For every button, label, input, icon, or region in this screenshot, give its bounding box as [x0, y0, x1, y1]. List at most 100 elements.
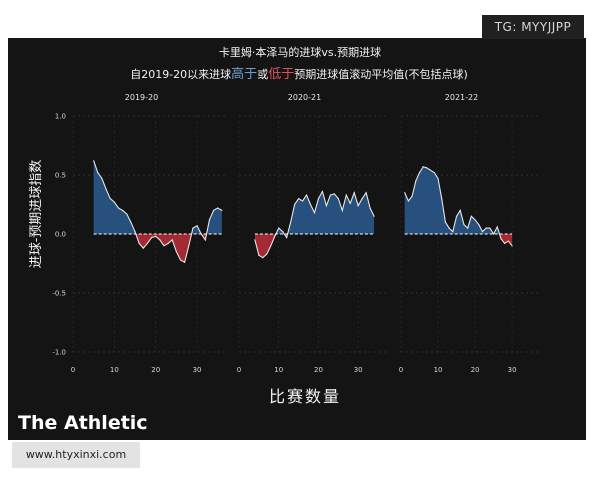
data-point: [455, 215, 458, 217]
data-point: [418, 172, 421, 174]
data-point: [262, 257, 264, 259]
data-point: [511, 245, 513, 247]
data-point: [422, 166, 424, 168]
data-point: [200, 233, 202, 235]
data-point: [155, 235, 157, 237]
panel-title: 2019-20: [125, 93, 158, 102]
area-above-expected: [287, 191, 375, 234]
data-point: [470, 215, 472, 217]
data-point: [474, 219, 476, 221]
data-point: [305, 194, 308, 196]
data-point: [313, 212, 316, 214]
data-point: [467, 227, 469, 229]
x-tick-label: 0: [399, 366, 403, 374]
panel-title: 2020-21: [288, 93, 321, 102]
x-tick-label: 0: [237, 366, 241, 374]
area-above-expected: [275, 228, 285, 234]
x-tick-label: 10: [274, 366, 283, 374]
data-point: [437, 177, 439, 180]
x-tick-label: 20: [471, 366, 480, 374]
data-point: [411, 195, 413, 197]
data-point: [184, 261, 186, 263]
data-point: [134, 231, 136, 233]
x-tick-label: 20: [314, 366, 323, 374]
data-point: [122, 209, 124, 211]
data-point: [353, 192, 355, 194]
data-point: [345, 194, 347, 196]
data-point: [365, 192, 367, 194]
data-point: [349, 202, 351, 204]
data-point: [415, 180, 417, 182]
data-point: [463, 223, 465, 226]
data-point: [444, 221, 447, 223]
data-point: [357, 205, 359, 207]
data-point: [146, 242, 149, 245]
x-tick-label: 30: [193, 366, 202, 374]
x-axis-label: 比赛数量: [269, 387, 341, 406]
panel-title: 2021-22: [445, 93, 478, 102]
x-tick-label: 30: [508, 366, 517, 374]
subtitle-or: 或: [257, 68, 268, 81]
data-point: [175, 251, 177, 253]
data-point: [105, 188, 107, 190]
data-point: [159, 239, 161, 241]
subtitle-lead: 自2019-20以来进球: [130, 67, 231, 81]
data-point: [504, 242, 506, 245]
data-point: [294, 203, 296, 206]
area-above-expected: [404, 166, 500, 234]
data-point: [150, 236, 153, 239]
data-point: [496, 226, 498, 228]
panel-2021-22: 2021-22 0 10 20 30: [399, 93, 538, 374]
data-point: [97, 172, 99, 174]
plot-area: 1.0 0.5 0.0 -0.5 -1.0 2019-20 0 10 20 30 2020-21 0 1…: [52, 93, 538, 374]
brand-logo: The Athletic: [18, 412, 148, 434]
data-point: [274, 235, 276, 237]
y-tick-label: -0.5: [52, 290, 66, 298]
data-point: [192, 227, 194, 229]
data-point: [167, 242, 169, 245]
subtitle-above: 高于: [231, 66, 257, 82]
data-point: [448, 227, 450, 229]
data-point: [329, 194, 331, 196]
data-point: [113, 201, 115, 203]
data-point: [258, 254, 260, 256]
x-tick-label: 10: [434, 366, 443, 374]
data-point: [426, 167, 428, 169]
data-point: [208, 219, 211, 221]
subtitle-tail: 预期进球值滚动平均值(不包括点球): [294, 67, 468, 81]
data-point: [130, 221, 132, 223]
data-point: [373, 215, 375, 217]
data-point: [163, 245, 165, 247]
area-below-expected: [499, 234, 513, 246]
data-point: [404, 192, 406, 194]
data-point: [138, 242, 140, 245]
data-point: [361, 198, 363, 200]
data-point: [188, 245, 190, 247]
data-point: [212, 209, 215, 211]
x-tick-label: 10: [110, 366, 119, 374]
site-watermark[interactable]: www.htyxinxi.com: [12, 442, 140, 468]
data-point: [204, 239, 206, 241]
y-tick-label: -1.0: [52, 349, 66, 357]
series-line: [404, 166, 513, 247]
series-line: [93, 160, 223, 264]
data-point: [452, 231, 454, 233]
data-point: [321, 190, 324, 193]
x-tick-label: 0: [71, 366, 75, 374]
data-point: [101, 177, 103, 180]
data-point: [117, 207, 120, 209]
data-point: [500, 238, 502, 240]
panel-2020-21: 2020-21 0 10 20 30: [237, 93, 386, 374]
data-point: [266, 253, 268, 255]
data-point: [333, 193, 335, 195]
chart-frame: [8, 38, 586, 440]
data-point: [492, 233, 495, 235]
data-point: [217, 207, 219, 209]
data-point: [301, 200, 304, 202]
data-point: [290, 221, 292, 223]
data-point: [254, 239, 256, 241]
data-point: [407, 200, 410, 202]
data-point: [278, 227, 280, 229]
data-point: [317, 198, 320, 200]
